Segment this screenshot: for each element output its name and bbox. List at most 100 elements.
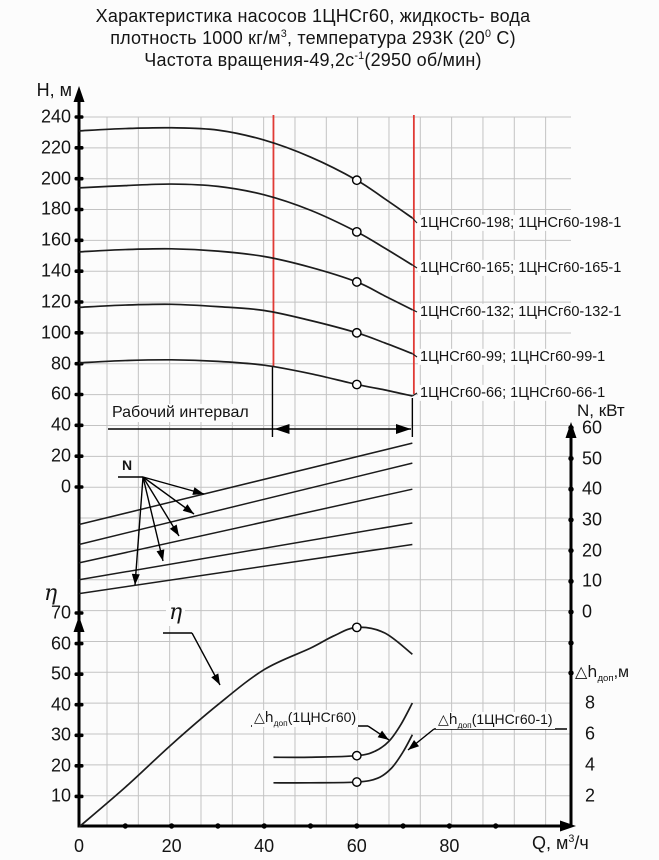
head-curve-2 bbox=[78, 247, 413, 311]
q-tick bbox=[446, 823, 453, 829]
h-tick-label: 80 bbox=[50, 353, 71, 374]
eta-tick bbox=[74, 702, 84, 707]
grid bbox=[79, 116, 571, 826]
head-curve-label-leader-1 bbox=[412, 264, 418, 269]
power-curve-0 bbox=[78, 442, 413, 526]
efficiency-curve-annotation: η bbox=[166, 600, 186, 626]
power-axis-label: N, кВт bbox=[577, 401, 625, 420]
power-annotation-arrow-4-head bbox=[131, 573, 140, 585]
power-annotation-arrow-2-head bbox=[169, 524, 179, 536]
eta-tick-label: 30 bbox=[50, 724, 71, 745]
q-tick-label: 40 bbox=[254, 836, 275, 856]
head-curve-label-0: 1ЦНСг60-198; 1ЦНСг60-198-1 bbox=[418, 214, 624, 232]
h-tick bbox=[74, 423, 84, 428]
n-tick bbox=[568, 578, 574, 584]
duty-marker bbox=[351, 379, 362, 390]
duty-marker bbox=[351, 622, 362, 633]
eta-tick-label: 10 bbox=[50, 785, 71, 806]
q-axis-arrow bbox=[560, 820, 576, 832]
power-curve-2 bbox=[78, 488, 413, 564]
h-tick-label: 20 bbox=[50, 445, 71, 466]
q-tick bbox=[493, 823, 499, 829]
eta-tick-label: 50 bbox=[50, 663, 71, 684]
eta-tick bbox=[74, 611, 84, 615]
flow-axis-label: Q, м3/ч bbox=[532, 833, 589, 853]
h-tick-label: 120 bbox=[40, 291, 71, 312]
q-tick bbox=[307, 823, 314, 829]
power-curves-annotation: N bbox=[120, 457, 135, 474]
cavitation-annotation-arrow-0-head bbox=[377, 730, 389, 740]
head-curve-3 bbox=[78, 303, 413, 355]
h-tick bbox=[74, 269, 84, 273]
power-annotation-arrow-3-head bbox=[156, 549, 165, 561]
power-curve-1 bbox=[78, 462, 413, 546]
h-tick-label: 220 bbox=[40, 137, 71, 158]
cavitation-curve-label-0: △hдоп(1ЦНСг60) bbox=[252, 709, 359, 728]
n-tick-label: 20 bbox=[582, 540, 603, 561]
duty-marker bbox=[351, 777, 362, 787]
power-annotation-arrow-2 bbox=[142, 476, 180, 537]
cavitation-curve-1 bbox=[273, 734, 414, 784]
eta-axis-arrow bbox=[73, 616, 85, 632]
n-tick-label: 40 bbox=[582, 478, 603, 499]
h-tick-label: 140 bbox=[40, 260, 71, 281]
h-tick bbox=[74, 485, 84, 489]
h-tick-label: 60 bbox=[50, 384, 71, 405]
h-tick bbox=[74, 238, 84, 243]
power-annotation-arrow-0-head bbox=[192, 487, 204, 495]
efficiency-curve bbox=[78, 626, 413, 828]
h-axis-arrow bbox=[73, 86, 85, 102]
h-tick-label: 240 bbox=[40, 106, 71, 127]
n-tick-label: 50 bbox=[582, 448, 603, 469]
head-curve-0 bbox=[78, 126, 413, 219]
q-tick-label: 60 bbox=[346, 836, 367, 856]
working-interval-label: Рабочий интервал bbox=[109, 404, 252, 422]
power-annotation-arrow-1-head bbox=[182, 504, 194, 514]
q-tick bbox=[122, 823, 128, 829]
n-tick bbox=[568, 547, 574, 554]
power-curve-4 bbox=[78, 543, 413, 595]
cavitation-annotation-arrow-1-head bbox=[408, 739, 420, 750]
duty-marker bbox=[351, 750, 362, 761]
eta-tick-label: 70 bbox=[50, 602, 71, 623]
head-curve-1 bbox=[78, 183, 413, 266]
h-tick-label: 200 bbox=[40, 168, 71, 189]
head-curve-label-1: 1ЦНСг60-165; 1ЦНСг60-165-1 bbox=[418, 259, 624, 277]
h-tick bbox=[74, 115, 84, 119]
n-tick-label: 60 bbox=[582, 417, 603, 438]
n-tick bbox=[568, 517, 574, 523]
duty-marker bbox=[351, 226, 362, 237]
q-tick bbox=[261, 823, 267, 829]
h-tick-label: 40 bbox=[50, 414, 71, 435]
h-tick-label: 180 bbox=[40, 199, 71, 220]
n-tick bbox=[568, 425, 574, 431]
eta-tick bbox=[74, 733, 84, 738]
cavitation-curve-0 bbox=[273, 702, 414, 759]
chart-title-line1: Характеристика насосов 1ЦНСг60, жидкость… bbox=[95, 6, 531, 26]
h-tick bbox=[74, 300, 84, 304]
h-tick bbox=[74, 207, 84, 212]
dh-tick-label: 2 bbox=[585, 785, 596, 806]
head-curve-label-leader-3 bbox=[412, 353, 418, 358]
power-annotation-arrow-3 bbox=[142, 476, 164, 562]
h-tick-label: 160 bbox=[40, 229, 71, 250]
head-curve-label-2: 1ЦНСг60-132; 1ЦНСг60-132-1 bbox=[418, 303, 624, 321]
cavitation-curve-label-1: △hдоп(1ЦНСг60-1) bbox=[436, 711, 555, 730]
n-tick-extra bbox=[568, 640, 574, 646]
n-tick-label: 30 bbox=[582, 509, 603, 530]
n-tick-label: 0 bbox=[582, 601, 593, 622]
chart-title-line3: Частота вращения-49,2с-1(2950 об/мин) bbox=[144, 50, 482, 70]
h-tick bbox=[74, 331, 84, 335]
h-tick bbox=[74, 146, 84, 150]
head-curve-label-leader-2 bbox=[412, 309, 418, 313]
head-curve-label-leader-4 bbox=[412, 392, 418, 397]
n-tick bbox=[568, 455, 574, 462]
dh-tick-label: 8 bbox=[585, 692, 596, 713]
head-curve-label-3: 1ЦНСг60-99; 1ЦНСг60-99-1 bbox=[418, 348, 608, 366]
q-tick-label: 80 bbox=[439, 836, 460, 856]
efficiency-axis-label: η bbox=[44, 581, 58, 606]
h-tick bbox=[74, 392, 84, 397]
duty-marker bbox=[351, 327, 362, 338]
h-tick bbox=[74, 454, 84, 458]
